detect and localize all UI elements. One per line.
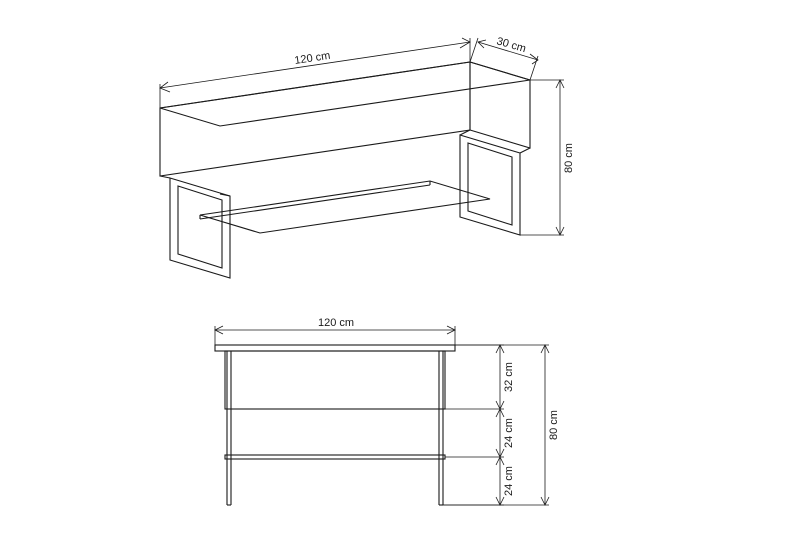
diagram-canvas: 120 cm 30 cm 80 cm [0,0,800,533]
front-shelf [225,455,445,459]
iso-conn [160,176,170,178]
iso-conn [520,148,530,153]
iso-shelf [200,181,490,233]
front-seg-mid-label: 24 cm [503,418,515,448]
iso-dim-depth: 30 cm [470,35,538,80]
front-cabinet-panel [225,351,445,409]
iso-width-label: 120 cm [294,50,331,67]
iso-right-panel [470,62,530,148]
iso-height-label: 80 cm [563,143,575,173]
front-dim-width: 120 cm [215,317,455,345]
iso-shelf-edge [200,185,430,219]
iso-left-leg-inner [178,186,222,268]
iso-dim-height: 80 cm [520,80,575,235]
front-seg-top-label: 32 cm [503,362,515,392]
front-seg-bot-label: 24 cm [503,466,515,496]
front-width-label: 120 cm [318,317,354,329]
front-view: 120 cm 80 cm 32 cm [215,317,560,505]
front-dim-segments: 32 cm 24 cm 24 cm [443,345,515,505]
iso-top-surface [160,62,530,126]
front-top-slab [215,345,455,351]
iso-dim-width: 120 cm [160,38,470,108]
iso-right-leg-inner [468,143,512,225]
front-height-label: 80 cm [548,410,560,440]
front-dim-height-overall: 80 cm [443,345,560,505]
iso-front-panel [160,62,470,176]
isometric-view: 120 cm 30 cm 80 cm [160,35,575,278]
